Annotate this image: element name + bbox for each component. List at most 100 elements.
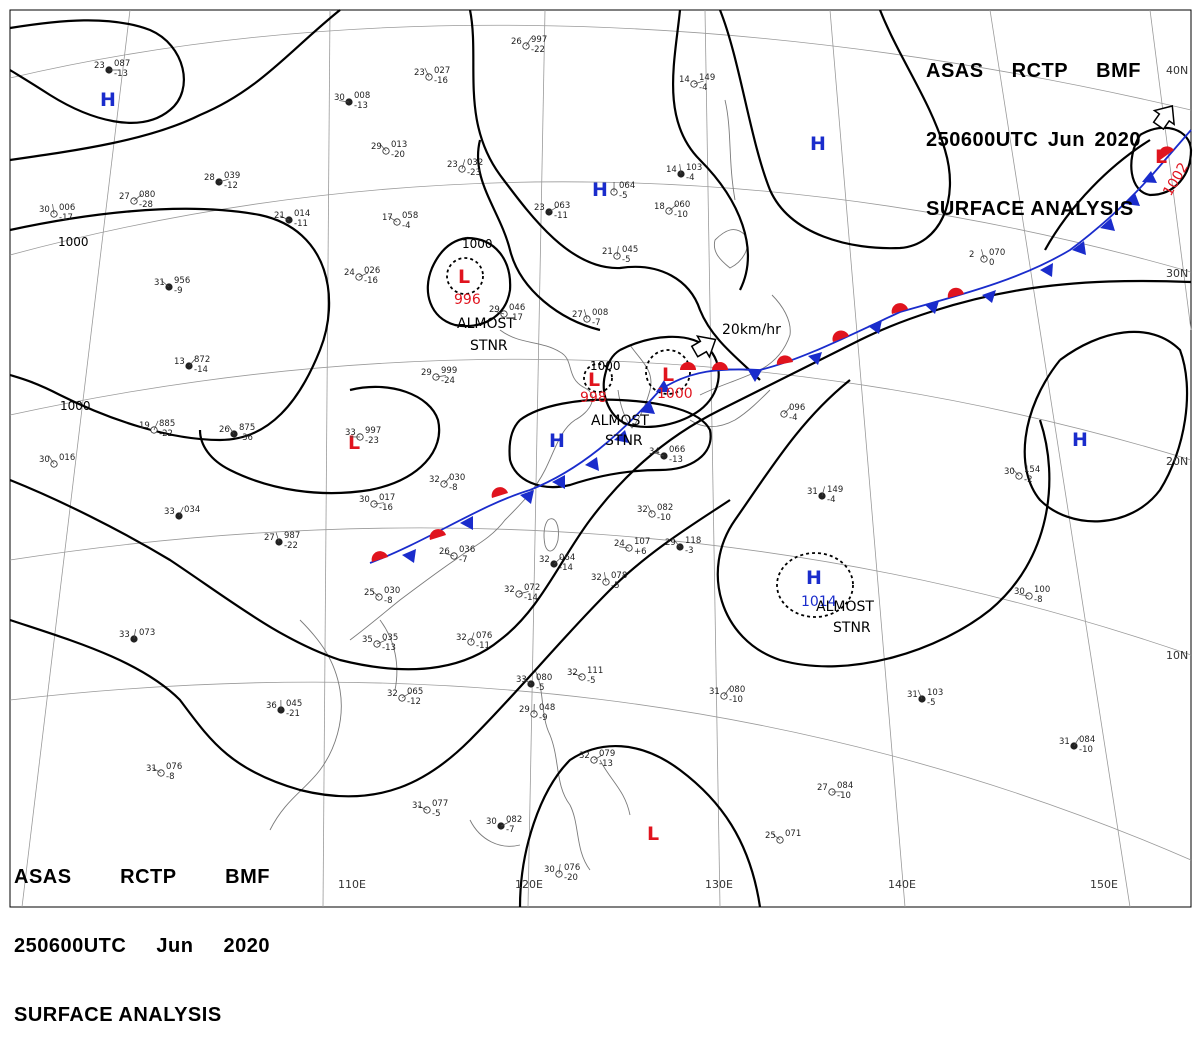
station-temperature: 17 <box>382 213 393 223</box>
station-temperature: 32 <box>387 689 398 699</box>
station-pressure: 008 <box>592 308 608 318</box>
station-tendency: -10 <box>657 513 671 523</box>
station-temperature: 18 <box>654 202 665 212</box>
station-temperature: 31 <box>146 764 157 774</box>
station-temperature: 30 <box>334 93 345 103</box>
station-pressure: 103 <box>927 688 943 698</box>
station-tendency: -20 <box>564 873 578 883</box>
station-temperature: 26 <box>511 37 522 47</box>
station-temperature: 31 <box>412 801 423 811</box>
station-temperature: 33 <box>164 507 175 517</box>
low-center: L <box>588 369 600 391</box>
station-pressure: 064 <box>619 181 635 191</box>
station-pressure: 060 <box>674 200 690 210</box>
station-tendency: -7 <box>506 825 514 835</box>
station-tendency: -5 <box>611 581 619 591</box>
header-bottom-left: ASAS RCTP BMF 250600UTC Jun 2020 SURFACE… <box>14 820 270 1050</box>
station-tendency: -16 <box>434 76 448 86</box>
station-pressure: 872 <box>194 355 210 365</box>
header-code: BMF <box>225 866 270 889</box>
station-temperature: 24 <box>614 539 625 549</box>
station-temperature: 29 <box>519 705 530 715</box>
station-pressure: 875 <box>239 423 255 433</box>
header-row-1: ASAS RCTP BMF <box>926 60 1141 83</box>
station-tendency: -2 <box>1024 475 1032 485</box>
lon-label-120e: 120E <box>515 878 543 891</box>
station-temperature: 30 <box>1014 587 1025 597</box>
station-temperature: 28 <box>204 173 215 183</box>
station-temperature: 35 <box>362 635 373 645</box>
station-tendency: -14 <box>194 365 208 375</box>
station-temperature: 23 <box>534 203 545 213</box>
station-tendency: -5 <box>587 676 595 686</box>
station-tendency: -8 <box>1034 595 1042 605</box>
station-temperature: 26 <box>219 425 230 435</box>
station-tendency: -14 <box>559 563 573 573</box>
station-tendency: -22 <box>284 541 298 551</box>
station-temperature: 29 <box>421 368 432 378</box>
station-pressure: 100 <box>1034 585 1050 595</box>
lon-label-110e: 110E <box>338 878 366 891</box>
station-pressure: 032 <box>467 158 483 168</box>
station-pressure: 084 <box>837 781 853 791</box>
station-temperature: 29 <box>489 305 500 315</box>
station-pressure: 149 <box>827 485 843 495</box>
station-temperature: 14 <box>666 165 677 175</box>
station-pressure: 154 <box>1024 465 1040 475</box>
header-row-2: 250600UTC Jun 2020 <box>14 935 270 958</box>
station-pressure: 111 <box>587 666 603 676</box>
station-pressure: 078 <box>611 571 627 581</box>
station-tendency: -9 <box>174 286 182 296</box>
station-temperature: 21 <box>274 211 285 221</box>
station-pressure: 087 <box>114 59 130 69</box>
station-pressure: 997 <box>365 426 381 436</box>
station-temperature: 32 <box>637 505 648 515</box>
station-tendency: -10 <box>837 791 851 801</box>
low-center: L <box>458 266 470 288</box>
station-tendency: -3 <box>685 546 693 556</box>
station-tendency: -4 <box>789 413 797 423</box>
station-tendency: -10 <box>1079 745 1093 755</box>
station-pressure: 048 <box>539 703 555 713</box>
station-tendency: -23 <box>467 168 481 178</box>
station-temperature: 32 <box>504 585 515 595</box>
station-tendency: -16 <box>364 276 378 286</box>
station-pressure: 063 <box>554 201 570 211</box>
station-temperature: 31 <box>154 278 165 288</box>
lat-label-40n: 40N <box>1166 64 1188 77</box>
station-pressure: 076 <box>166 762 182 772</box>
station-pressure: 030 <box>384 586 400 596</box>
header-title: SURFACE ANALYSIS <box>926 198 1141 221</box>
station-tendency: -13 <box>669 455 683 465</box>
station-temperature: 27 <box>119 192 130 202</box>
station-temperature: 24 <box>344 268 355 278</box>
station-pressure: 035 <box>382 633 398 643</box>
low-center: L <box>662 364 674 386</box>
station-tendency: -5 <box>622 255 630 265</box>
header-top-right: ASAS RCTP BMF 250600UTC Jun 2020 SURFACE… <box>926 14 1141 244</box>
station-temperature: 32 <box>591 573 602 583</box>
station-temperature: 21 <box>602 247 613 257</box>
station-tendency: -12 <box>224 181 238 191</box>
header-row-1: ASAS RCTP BMF <box>14 866 270 889</box>
high-center: H <box>810 133 826 155</box>
station-temperature: 33 <box>345 428 356 438</box>
station-pressure: 066 <box>669 445 685 455</box>
station-pressure: 080 <box>729 685 745 695</box>
station-temperature: 30 <box>486 817 497 827</box>
low-value-998: 998 <box>580 390 607 406</box>
station-temperature: 30 <box>1004 467 1015 477</box>
station-temperature: 32 <box>579 751 590 761</box>
stnr-label-2-line1: ALMOST <box>591 413 649 429</box>
header-center: RCTP <box>120 866 176 889</box>
station-pressure: 016 <box>59 453 75 463</box>
station-tendency: -23 <box>365 436 379 446</box>
station-pressure: 076 <box>476 631 492 641</box>
station-tendency: -4 <box>699 83 707 93</box>
isobar-label: 1000 <box>58 235 89 249</box>
header-region: ASAS <box>14 866 72 889</box>
station-pressure: 103 <box>686 163 702 173</box>
lon-label-130e: 130E <box>705 878 733 891</box>
station-tendency: 0 <box>989 258 994 268</box>
station-pressure: 096 <box>789 403 805 413</box>
